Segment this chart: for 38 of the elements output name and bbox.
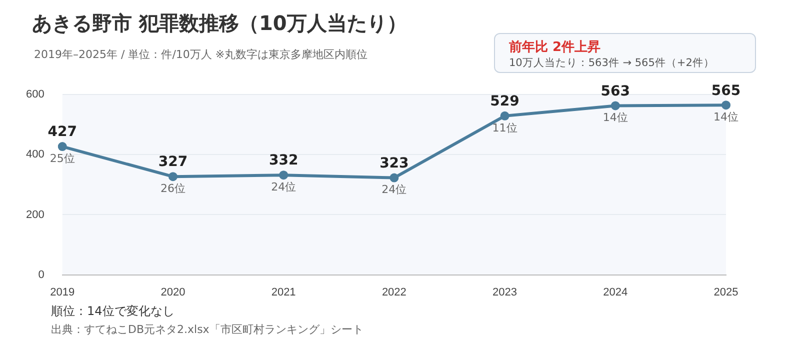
source-note: 出典：すてねこDB元ネタ2.xlsx「市区町村ランキング」シート [51, 322, 364, 337]
x-tick-label: 2024 [603, 286, 628, 298]
point [610, 101, 620, 110]
data-label: 427 [48, 124, 77, 140]
text: 順位：14位で変化なし [51, 303, 174, 320]
chart-subtitle: 2019年–2025年 / 単位：件/10万人 ※丸数字は東京多摩地区内順位 [34, 47, 368, 62]
annotation: 14位 [602, 111, 628, 124]
x-tick-label: 2021 [271, 286, 296, 298]
text: 10万人当たり：563件 → 565件（+2件） [509, 56, 714, 70]
y-tick-label: 200 [26, 208, 44, 221]
y-tick-label: 0 [38, 268, 44, 281]
annotation: 24位 [382, 183, 407, 196]
point [58, 142, 67, 152]
point [390, 173, 399, 182]
y-tick-label: 400 [26, 148, 44, 161]
annotation: 26位 [160, 182, 186, 195]
annotation: 14位 [714, 110, 738, 124]
data-label: 563 [600, 83, 630, 100]
chart-title: あきる野市 犯罪数推移（10万人当たり） [32, 10, 407, 37]
data-label: 332 [268, 152, 298, 169]
data-label: 327 [158, 154, 188, 170]
x-tick-label: 2025 [714, 286, 738, 298]
point [279, 170, 288, 180]
annotation: 11位 [492, 121, 518, 134]
data-label: 529 [490, 94, 520, 110]
x-tick-label: 2022 [382, 286, 406, 298]
data-label: 323 [380, 155, 409, 172]
x-tick-label: 2019 [50, 286, 75, 298]
data-label: 565 [711, 82, 741, 99]
point [500, 111, 510, 120]
text: 前年比 2件上昇 [509, 39, 601, 56]
annotation: 24位 [271, 180, 296, 194]
point [168, 172, 178, 182]
annotation: 25位 [50, 152, 75, 165]
y-tick-label: 600 [26, 88, 44, 101]
x-tick-label: 2023 [492, 286, 518, 298]
point [722, 100, 730, 110]
x-tick-label: 2020 [160, 286, 186, 298]
